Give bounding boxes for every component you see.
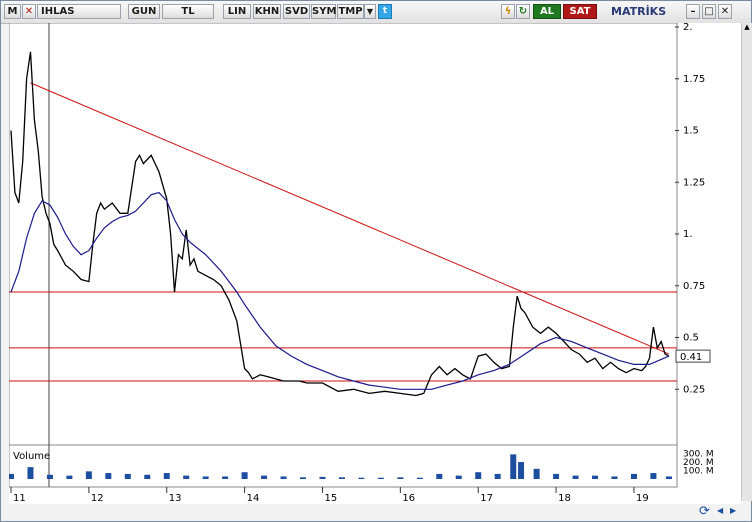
y-tick-label: 2. <box>683 23 693 33</box>
footer: ⟳ ◀ ▶ <box>1 504 751 521</box>
volume-tick-label: 200. M <box>683 458 714 468</box>
plot-frame <box>8 22 678 488</box>
volume-bar <box>475 472 482 479</box>
volume-bar <box>510 454 517 479</box>
khn-button[interactable]: KHN <box>253 4 281 19</box>
volume-bar <box>280 476 287 479</box>
window-close-icon[interactable]: ✕ <box>718 4 732 19</box>
volume-bar <box>163 473 170 479</box>
volume-bar <box>27 467 34 479</box>
price-chart[interactable]: 2. 1.75 1.5 1.25 1. 0.75 0.5 0.25 11 12 13 14 15 16 17… <box>8 22 743 513</box>
brand-logo: MATRİKS <box>611 5 667 18</box>
volume-bar <box>222 476 229 479</box>
volume-bar <box>377 477 384 479</box>
volume-bar <box>416 477 423 479</box>
volume-bar <box>553 473 560 479</box>
scroll-right-icon[interactable]: ▶ <box>730 506 737 515</box>
volume-bar <box>518 462 525 479</box>
sell-button[interactable]: SAT <box>563 4 597 19</box>
x-tick-label: 15 <box>324 493 337 504</box>
y-tick-label: 1.25 <box>683 177 705 188</box>
symbol-field[interactable]: IHLAS <box>37 4 121 19</box>
x-tick-label: 18 <box>558 493 571 504</box>
volume-bar <box>358 477 365 479</box>
close-icon[interactable]: ✕ <box>22 4 36 19</box>
x-tick-label: 19 <box>636 493 649 504</box>
volume-bar <box>105 473 112 479</box>
last-value-label: 0.41 <box>680 352 702 363</box>
toolbar: M ✕ IHLAS GUN TL LIN KHN SVD SYM TMP ▼ t… <box>1 1 751 24</box>
volume-bar <box>666 476 672 479</box>
volume-bar <box>144 474 151 479</box>
y-tick-label: 1. <box>683 229 693 240</box>
x-tick-label: 12 <box>91 493 104 504</box>
refresh-icon[interactable]: ↻ <box>516 4 530 19</box>
volume-bar <box>319 476 326 479</box>
volume-bar <box>455 475 462 479</box>
volume-bar <box>8 473 14 479</box>
volume-bar <box>85 471 92 479</box>
volume-bar <box>611 476 618 479</box>
volume-label: Volume <box>13 451 50 462</box>
moving-average-line <box>10 191 670 390</box>
price-line <box>10 51 670 397</box>
trendline <box>30 82 670 355</box>
volume-bar <box>241 472 248 479</box>
volume-bar <box>202 476 209 479</box>
buy-button[interactable]: AL <box>533 4 561 19</box>
volume-bar <box>338 477 345 479</box>
volume-bar <box>124 473 131 479</box>
y-tick-label: 0.75 <box>683 281 705 292</box>
volume-bar <box>397 477 404 479</box>
x-tick-label: 16 <box>402 493 415 504</box>
volume-bar <box>66 475 73 479</box>
vertical-scrollbar[interactable]: ▲ <box>741 23 752 501</box>
twitter-icon[interactable]: t <box>378 4 392 19</box>
dropdown-icon[interactable]: ▼ <box>364 4 376 19</box>
maximize-icon[interactable]: □ <box>702 4 716 19</box>
x-tick-label: 14 <box>247 493 260 504</box>
y-tick-label: 0.5 <box>683 333 699 344</box>
y-tick-label: 1.75 <box>683 74 705 85</box>
scale-button[interactable]: LIN <box>223 4 251 19</box>
period-button[interactable]: GUN <box>128 4 160 19</box>
currency-button[interactable]: TL <box>162 4 214 19</box>
lightning-icon[interactable]: ϟ <box>501 4 515 19</box>
volume-tick-label: 100. M <box>683 467 714 477</box>
refresh-data-icon[interactable]: ⟳ <box>699 504 710 519</box>
volume-bar <box>300 477 307 479</box>
volume-bar <box>183 475 190 479</box>
y-tick-label: 1.5 <box>683 126 699 137</box>
volume-bar <box>592 475 599 479</box>
sym-button[interactable]: SYM <box>311 4 337 19</box>
scroll-up-icon[interactable]: ▲ <box>744 23 750 31</box>
volume-bar <box>436 473 443 479</box>
x-tick-label: 11 <box>13 493 26 504</box>
x-tick-label: 17 <box>480 493 493 504</box>
minimize-icon[interactable]: – <box>686 4 700 19</box>
volume-bar <box>630 473 637 479</box>
svd-button[interactable]: SVD <box>283 4 310 19</box>
volume-bar <box>261 475 268 479</box>
tmp-button[interactable]: TMP <box>337 4 364 19</box>
volume-bar <box>572 475 579 479</box>
volume-tick-label: 300. M <box>683 450 714 460</box>
y-tick-label: 0.25 <box>683 384 705 395</box>
volume-bar <box>533 468 540 479</box>
last-value-box <box>675 349 711 363</box>
volume-bar <box>46 474 53 479</box>
volume-bar <box>650 473 657 479</box>
volume-bar <box>494 473 501 479</box>
chart-area[interactable]: 2. 1.75 1.5 1.25 1. 0.75 0.5 0.25 11 12 13 14 15 16 17… <box>8 22 743 513</box>
scroll-left-icon[interactable]: ◀ <box>717 506 724 515</box>
menu-button[interactable]: M <box>4 4 21 19</box>
x-tick-label: 13 <box>169 493 182 504</box>
